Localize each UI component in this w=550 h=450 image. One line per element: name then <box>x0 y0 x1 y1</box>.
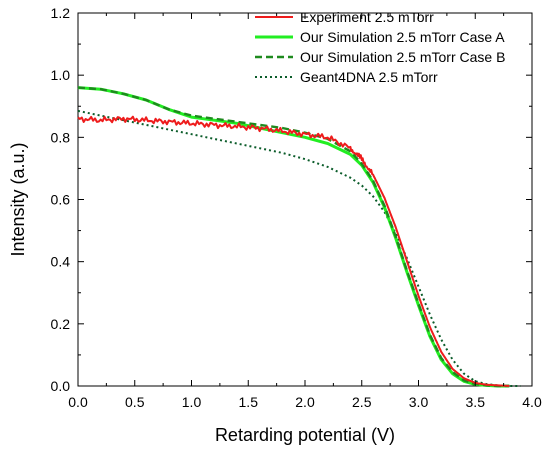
series-line <box>77 115 510 387</box>
series-line <box>77 86 510 388</box>
y-tick-label: 0.6 <box>51 192 71 208</box>
series-line <box>77 109 521 387</box>
legend-label: Geant4DNA 2.5 mTorr <box>300 69 438 85</box>
x-tick-label: 4.0 <box>522 394 542 410</box>
x-tick-label: 0.5 <box>125 394 145 410</box>
legend-label: Our Simulation 2.5 mTorr Case B <box>300 49 505 65</box>
x-tick-label: 3.0 <box>409 394 429 410</box>
x-tick-label: 3.5 <box>466 394 486 410</box>
y-tick-label: 0.8 <box>51 129 71 145</box>
x-tick-label: 1.5 <box>239 394 259 410</box>
y-tick-label: 0.2 <box>51 316 71 332</box>
series-line <box>77 86 510 388</box>
y-axis: 0.0 0.2 0.4 0.6 0.8 1.0 1.2 <box>51 5 532 394</box>
legend-label: Experiment 2.5 mTorr <box>300 9 434 25</box>
legend-label: Our Simulation 2.5 mTorr Case A <box>300 29 505 45</box>
y-tick-label: 0.4 <box>51 254 71 270</box>
x-tick-label: 2.5 <box>352 394 372 410</box>
x-tick-label: 2.0 <box>295 394 315 410</box>
y-tick-label: 0.0 <box>51 378 71 394</box>
y-axis-title: Intensity (a.u.) <box>8 142 28 256</box>
series-layer <box>77 86 521 388</box>
x-axis-title: Retarding potential (V) <box>215 425 395 445</box>
y-tick-label: 1.0 <box>51 67 71 83</box>
x-tick-label: 0.0 <box>68 394 88 410</box>
y-tick-label: 1.2 <box>51 5 71 21</box>
x-axis: 0.0 0.5 1.0 1.5 2.0 2.5 3.0 3.5 4.0 <box>68 13 542 410</box>
x-tick-label: 1.0 <box>182 394 202 410</box>
legend: Experiment 2.5 mTorr Our Simulation 2.5 m… <box>255 9 505 85</box>
